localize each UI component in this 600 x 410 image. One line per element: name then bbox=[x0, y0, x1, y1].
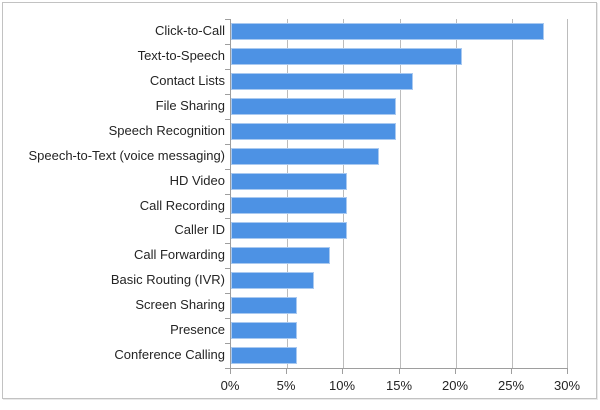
chart-frame: Click-to-Call Text-to-Speech Contact Lists… bbox=[2, 2, 597, 399]
category-axis-tick bbox=[225, 94, 230, 95]
value-axis-tick-label: 20% bbox=[441, 378, 469, 393]
category-axis-tick bbox=[225, 318, 230, 319]
category-label: Call Recording bbox=[139, 197, 225, 213]
bar bbox=[231, 73, 413, 90]
gridline bbox=[400, 19, 401, 368]
value-axis-tick-label: 0% bbox=[220, 378, 240, 393]
gridline bbox=[343, 19, 344, 368]
category-label: Click-to-Call bbox=[154, 23, 225, 38]
value-axis-tick bbox=[286, 369, 287, 374]
category-axis-tick bbox=[225, 268, 230, 269]
value-axis-tick bbox=[455, 369, 456, 374]
gridline bbox=[456, 19, 457, 368]
value-axis-tick-label: 5% bbox=[276, 378, 296, 393]
category-axis-tick bbox=[225, 343, 230, 344]
gridline bbox=[512, 19, 513, 368]
bar bbox=[231, 297, 297, 314]
category-axis-tick bbox=[225, 19, 230, 20]
value-axis-tick-label: 15% bbox=[385, 378, 413, 393]
category-axis-tick bbox=[225, 243, 230, 244]
category-axis-tick bbox=[225, 218, 230, 219]
category-label: Speech Recognition bbox=[108, 122, 225, 138]
value-axis-tick bbox=[230, 369, 231, 374]
bar bbox=[231, 48, 462, 65]
gridline bbox=[287, 19, 288, 368]
category-axis-tick bbox=[225, 194, 230, 195]
category-axis-tick bbox=[225, 293, 230, 294]
bar bbox=[231, 148, 379, 165]
bar bbox=[231, 23, 544, 40]
bar bbox=[231, 247, 330, 264]
bar bbox=[231, 222, 347, 239]
value-axis-tick-label: 10% bbox=[328, 378, 356, 393]
category-axis-tick bbox=[225, 368, 230, 369]
category-axis-tick bbox=[225, 169, 230, 170]
value-axis-tick bbox=[342, 369, 343, 374]
bar bbox=[231, 98, 396, 115]
bar bbox=[231, 347, 297, 364]
bar bbox=[231, 173, 347, 190]
category-label: Basic Routing (IVR) bbox=[110, 272, 225, 288]
category-label: File Sharing bbox=[155, 97, 225, 113]
plot-area bbox=[230, 19, 568, 369]
value-axis-tick-label: 25% bbox=[497, 378, 525, 393]
bar bbox=[231, 123, 396, 140]
category-axis-tick bbox=[225, 44, 230, 45]
value-axis-tick bbox=[511, 369, 512, 374]
category-label: Text-to-Speech bbox=[137, 47, 225, 63]
category-label: Caller ID bbox=[174, 222, 225, 238]
category-axis-tick bbox=[225, 69, 230, 70]
bar bbox=[231, 322, 297, 339]
bar bbox=[231, 197, 347, 214]
value-axis-tick-label: 30% bbox=[553, 378, 581, 393]
gridline bbox=[567, 19, 568, 368]
category-axis-tick bbox=[225, 144, 230, 145]
category-label: HD Video bbox=[169, 172, 225, 188]
category-label: Contact Lists bbox=[149, 72, 225, 88]
category-label: Call Forwarding bbox=[133, 247, 225, 263]
category-label: Screen Sharing bbox=[135, 297, 225, 313]
category-label: Conference Calling bbox=[114, 347, 225, 363]
category-axis-tick bbox=[225, 119, 230, 120]
category-label: Speech-to-Text (voice messaging) bbox=[28, 147, 225, 163]
bar bbox=[231, 272, 314, 289]
value-axis-tick bbox=[567, 369, 568, 374]
category-label: Presence bbox=[170, 322, 225, 338]
value-axis-tick bbox=[399, 369, 400, 374]
